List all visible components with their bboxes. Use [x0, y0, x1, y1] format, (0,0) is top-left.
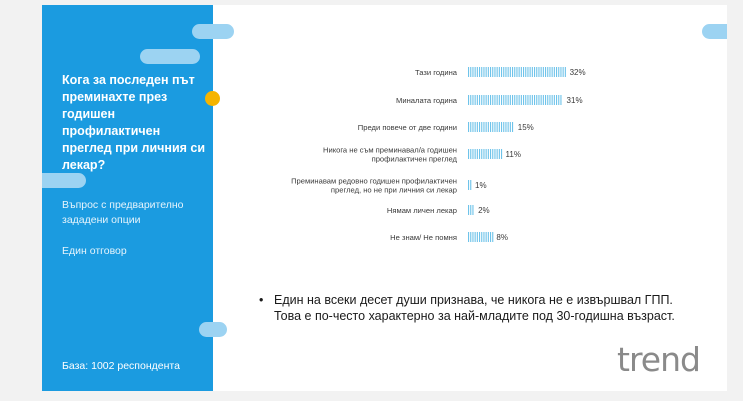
bar	[468, 67, 566, 77]
summary-text: Един на всеки десет души признава, че ни…	[274, 293, 675, 323]
logo-text: trend	[617, 340, 701, 379]
slide: Кога за последен път преминахте през год…	[42, 5, 727, 391]
value-label: 2%	[478, 206, 490, 215]
question-title: Кога за последен път преминахте през год…	[62, 73, 206, 172]
base-respondents: База: 1002 респондента	[62, 360, 180, 372]
category-label: Нямам личен лекар	[387, 206, 457, 215]
trend-logo: trend	[617, 340, 701, 379]
decor-pill	[42, 173, 86, 188]
answer-type-note: Един отговор	[62, 245, 127, 257]
decor-pill	[192, 24, 234, 39]
category-label: Тази година	[415, 68, 458, 77]
bar	[468, 180, 472, 190]
sidebar: Кога за последен път преминахте през год…	[42, 5, 213, 391]
bar	[468, 232, 494, 242]
survey-bar-chart: Тази година 32% Миналата година 31% Преди по…	[291, 67, 586, 242]
decor-dot	[205, 91, 220, 106]
value-label: 11%	[506, 150, 521, 159]
bullet-mark: •	[259, 293, 264, 307]
value-label: 1%	[475, 181, 487, 190]
bar	[468, 122, 514, 132]
category-label: Никога не съм преминавал/а годишен профил…	[323, 146, 458, 164]
category-label: Преминавам редовно годишен профилактичен…	[291, 177, 457, 195]
category-label: Не знам/ Не помня	[390, 233, 457, 242]
question-type-note: Въпрос с предварително зададени опции	[62, 199, 184, 226]
bar	[468, 95, 562, 105]
decor-pill	[140, 49, 200, 64]
value-label: 15%	[518, 123, 534, 132]
value-label: 8%	[496, 233, 508, 242]
value-label: 31%	[567, 96, 583, 105]
bar	[468, 205, 474, 215]
value-label: 32%	[570, 68, 586, 77]
decor-pill	[702, 24, 727, 39]
category-label: Миналата година	[396, 96, 458, 105]
bar	[468, 149, 503, 159]
decor-pill	[199, 322, 227, 337]
category-label: Преди повече от две години	[358, 123, 457, 132]
